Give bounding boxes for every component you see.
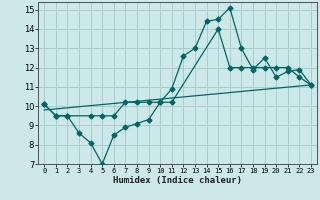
X-axis label: Humidex (Indice chaleur): Humidex (Indice chaleur) [113, 176, 242, 185]
